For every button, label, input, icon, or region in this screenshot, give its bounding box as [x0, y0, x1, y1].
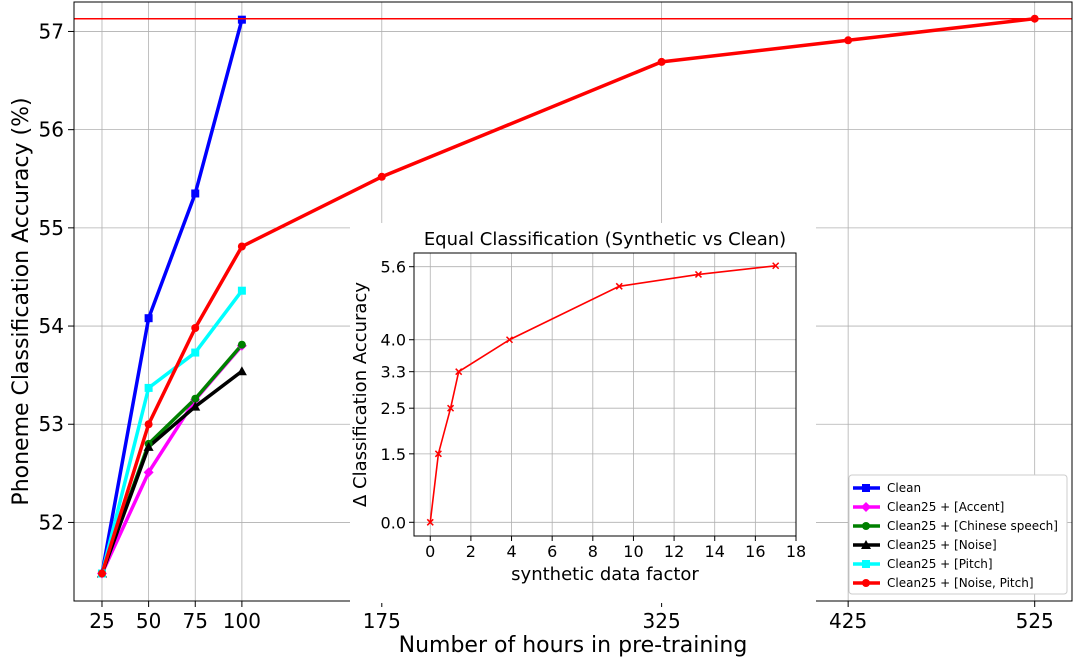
x-tick-label: 525 — [1016, 609, 1054, 633]
inset-x-tick-label: 14 — [705, 542, 725, 561]
data-point — [144, 420, 153, 429]
inset-x-tick-label: 10 — [623, 542, 643, 561]
inset-y-tick-label: 2.5 — [381, 399, 406, 418]
data-point — [191, 348, 200, 357]
y-tick-label: 53 — [39, 412, 64, 436]
legend-label: Clean — [887, 481, 921, 495]
y-tick-label: 57 — [39, 19, 64, 43]
legend-marker — [861, 540, 871, 549]
inset-background — [350, 223, 816, 603]
legend-marker — [862, 484, 870, 492]
inset-x-tick-label: 2 — [466, 542, 476, 561]
inset-data-point — [447, 404, 455, 412]
x-tick-label: 25 — [89, 609, 114, 633]
data-point — [237, 15, 246, 24]
legend-marker — [861, 502, 871, 512]
legend: Clean Clean25 + [Accent] Clean25 + [Chines… — [848, 474, 1068, 595]
legend-marker — [862, 579, 870, 587]
x-tick-label: 325 — [643, 609, 681, 633]
inset-y-tick-label: 0.0 — [381, 513, 406, 532]
y-tick-label: 54 — [39, 314, 64, 338]
inset-data-point — [434, 450, 442, 458]
data-point — [143, 467, 154, 478]
inset-x-tick-label: 0 — [425, 542, 435, 561]
inset-x-tick-label: 12 — [664, 542, 684, 561]
data-point — [237, 286, 246, 295]
inset-y-tick-label: 1.5 — [381, 445, 406, 464]
inset-data-point — [772, 262, 780, 270]
legend-box — [848, 474, 1068, 595]
data-point — [144, 383, 153, 392]
inset-x-tick-label: 4 — [506, 542, 516, 561]
y-tick-label: 52 — [39, 510, 64, 534]
y-tick-label: 55 — [39, 216, 64, 240]
inset-x-axis-label: synthetic data factor — [511, 564, 699, 585]
legend-label: Clean25 + [Chinese speech] — [887, 519, 1058, 533]
inset-y-tick-label: 3.3 — [381, 363, 406, 382]
series-line — [100, 369, 243, 575]
data-point — [191, 189, 200, 198]
x-axis-label: Number of hours in pre-training — [399, 633, 748, 657]
series-line — [100, 289, 244, 574]
legend-marker — [862, 560, 870, 568]
inset-x-tick-label: 8 — [588, 542, 598, 561]
x-tick-label: 100 — [223, 609, 261, 633]
data-point — [143, 441, 154, 451]
inset-y-tick-label: 4.0 — [381, 331, 406, 350]
legend-label: Clean25 + [Noise] — [887, 538, 997, 552]
data-point — [191, 394, 200, 403]
inset-x-tick-label: 18 — [786, 542, 806, 561]
inset-chart: 0 2 4 6 8 10 12 14 16 18 0.0 1.5 2.5 3.3 4.0 5.6 Equal C… — [350, 223, 816, 603]
inset-data-point — [426, 518, 434, 526]
inset-data-point — [455, 368, 463, 376]
data-point — [97, 569, 106, 578]
inset-x-tick-label: 6 — [547, 542, 557, 561]
data-point — [377, 172, 386, 181]
legend-label: Clean25 + [Pitch] — [887, 557, 993, 571]
y-tick-label: 56 — [39, 118, 64, 142]
legend-marker — [862, 522, 870, 530]
data-point — [191, 324, 200, 333]
y-axis-label: Phoneme Classification Accuracy (%) — [9, 97, 34, 505]
data-point — [844, 36, 853, 45]
inset-plot-frame — [413, 252, 797, 537]
inset-title: Equal Classification (Synthetic vs Clean… — [424, 229, 786, 250]
inset-data-point — [505, 336, 514, 344]
inset-y-tick-label: 5.6 — [381, 258, 406, 277]
series-line — [100, 19, 244, 574]
x-tick-label: 425 — [829, 609, 867, 633]
data-point — [190, 401, 201, 411]
main-chart: 25 50 75 100 175 325 425 525525354555657Number … — [9, 1, 1073, 657]
legend-label: Clean25 + [Noise, Pitch] — [887, 576, 1034, 590]
inset-data-point — [615, 282, 623, 290]
inset-y-axis-label: Δ Classification Accuracy — [350, 282, 371, 507]
data-point — [237, 242, 246, 251]
inset-x-tick-label: 16 — [745, 542, 765, 561]
data-point — [237, 340, 246, 349]
legend-label: Clean25 + [Accent] — [887, 500, 1004, 514]
series-line — [100, 16, 1035, 575]
x-tick-label: 50 — [136, 609, 161, 633]
inset-series-line — [429, 264, 776, 523]
data-point — [144, 314, 153, 323]
data-point — [236, 366, 247, 376]
data-point — [657, 57, 666, 66]
x-tick-label: 175 — [363, 609, 401, 633]
x-tick-label: 75 — [183, 609, 208, 633]
inset-data-point — [694, 270, 702, 278]
